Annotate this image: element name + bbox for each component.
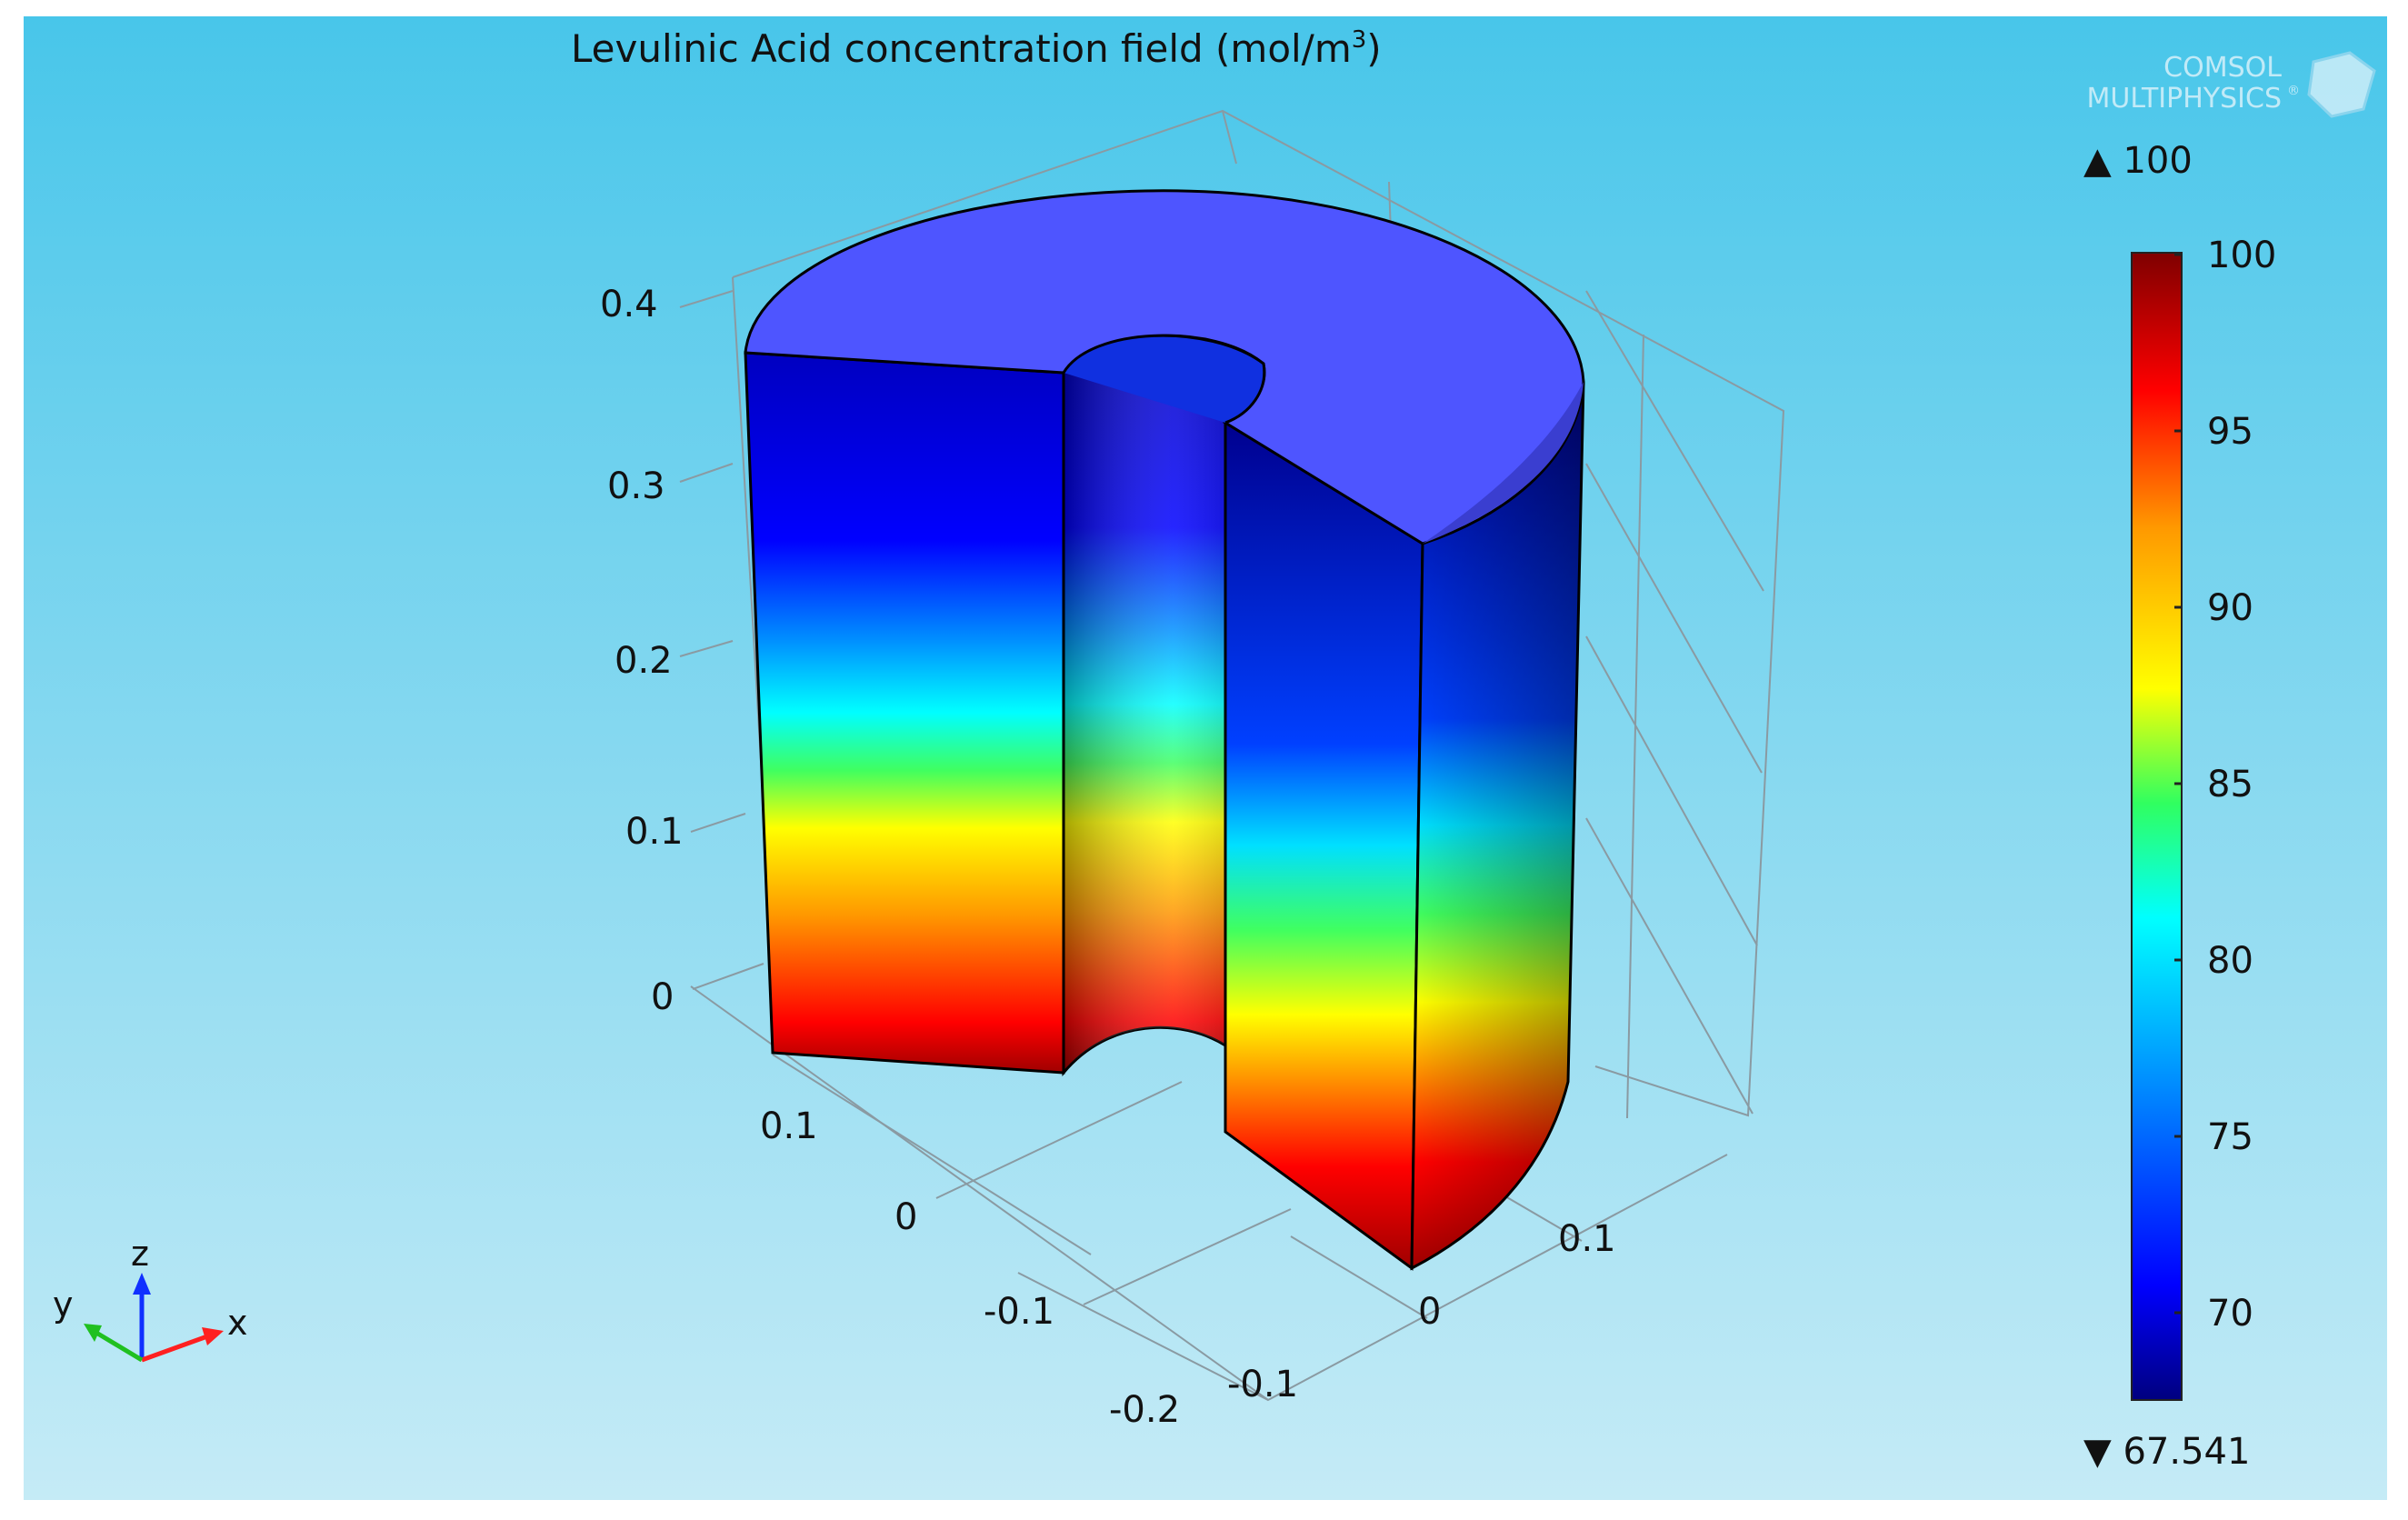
x-tick-label: 0 [1418, 1291, 1441, 1333]
logo-cube-icon [2307, 51, 2376, 118]
left-cut-face [744, 351, 1065, 1075]
axis-triad: z x y [53, 1234, 248, 1363]
triad-z-label: z [131, 1234, 149, 1274]
logo-line-1: COMSOL [2163, 52, 2282, 84]
colorbar-tick-label: 75 [2207, 1116, 2253, 1158]
title-superscript: 3 [1352, 26, 1367, 54]
colorbar-tick-label: 70 [2207, 1293, 2253, 1335]
inner-notch [1062, 334, 1266, 425]
legend-min-label: ▼ 67.541 [2083, 1431, 2250, 1473]
triad-x-label: x [227, 1303, 248, 1343]
triad-y-label: y [53, 1285, 74, 1325]
z-tick-label: 0.2 [614, 640, 673, 682]
logo-line-2: MULTIPHYSICS [2087, 83, 2282, 115]
legend-max-label: ▲ 100 [2083, 140, 2193, 182]
colorbar-tick-label: 100 [2207, 235, 2276, 276]
y-tick-label: 0 [894, 1196, 917, 1238]
z-axis-ticks: 0.4 0.3 0.2 0.1 0 [600, 284, 684, 1018]
color-legend: ▲ 100 100 95 90 85 80 75 70 ▼ 67.541 [2083, 140, 2276, 1473]
z-tick-label: 0.1 [625, 811, 684, 853]
z-tick-label: 0.3 [607, 465, 665, 507]
triad-x-arrow [141, 1334, 208, 1363]
colorbar-tick-label: 80 [2207, 940, 2253, 982]
y-axis-ticks: 0.1 0 -0.1 -0.2 [760, 1105, 1180, 1431]
colorbar-tick-label: 85 [2207, 764, 2253, 805]
z-tick-label: 0.4 [600, 284, 658, 325]
colorbar-ticks [2174, 253, 2182, 1315]
plot-title: Levulinic Acid concentration field (mol/… [571, 26, 1382, 71]
comsol-logo: COMSOL MULTIPHYSICS ® [2087, 51, 2376, 118]
right-cut-face [1224, 420, 1424, 1271]
logo-trademark: ® [2287, 84, 2300, 98]
y-tick-label: -0.2 [1109, 1389, 1180, 1431]
x-tick-label: 0.1 [1558, 1218, 1616, 1260]
reactor-geometry[interactable] [744, 189, 1585, 1271]
y-tick-label: -0.1 [984, 1291, 1054, 1333]
x-axis-ticks: -0.1 0 0.1 [1227, 1218, 1616, 1405]
y-tick-label: 0.1 [760, 1105, 818, 1147]
colorbar-tick-label: 95 [2207, 411, 2253, 453]
triad-y-arrow [95, 1330, 144, 1363]
x-tick-label: -0.1 [1227, 1364, 1298, 1405]
colorbar-gradient [2131, 252, 2183, 1401]
axis-grid [679, 109, 1785, 1402]
z-tick-label: 0 [651, 976, 674, 1018]
colorbar-tick-label: 90 [2207, 587, 2253, 629]
